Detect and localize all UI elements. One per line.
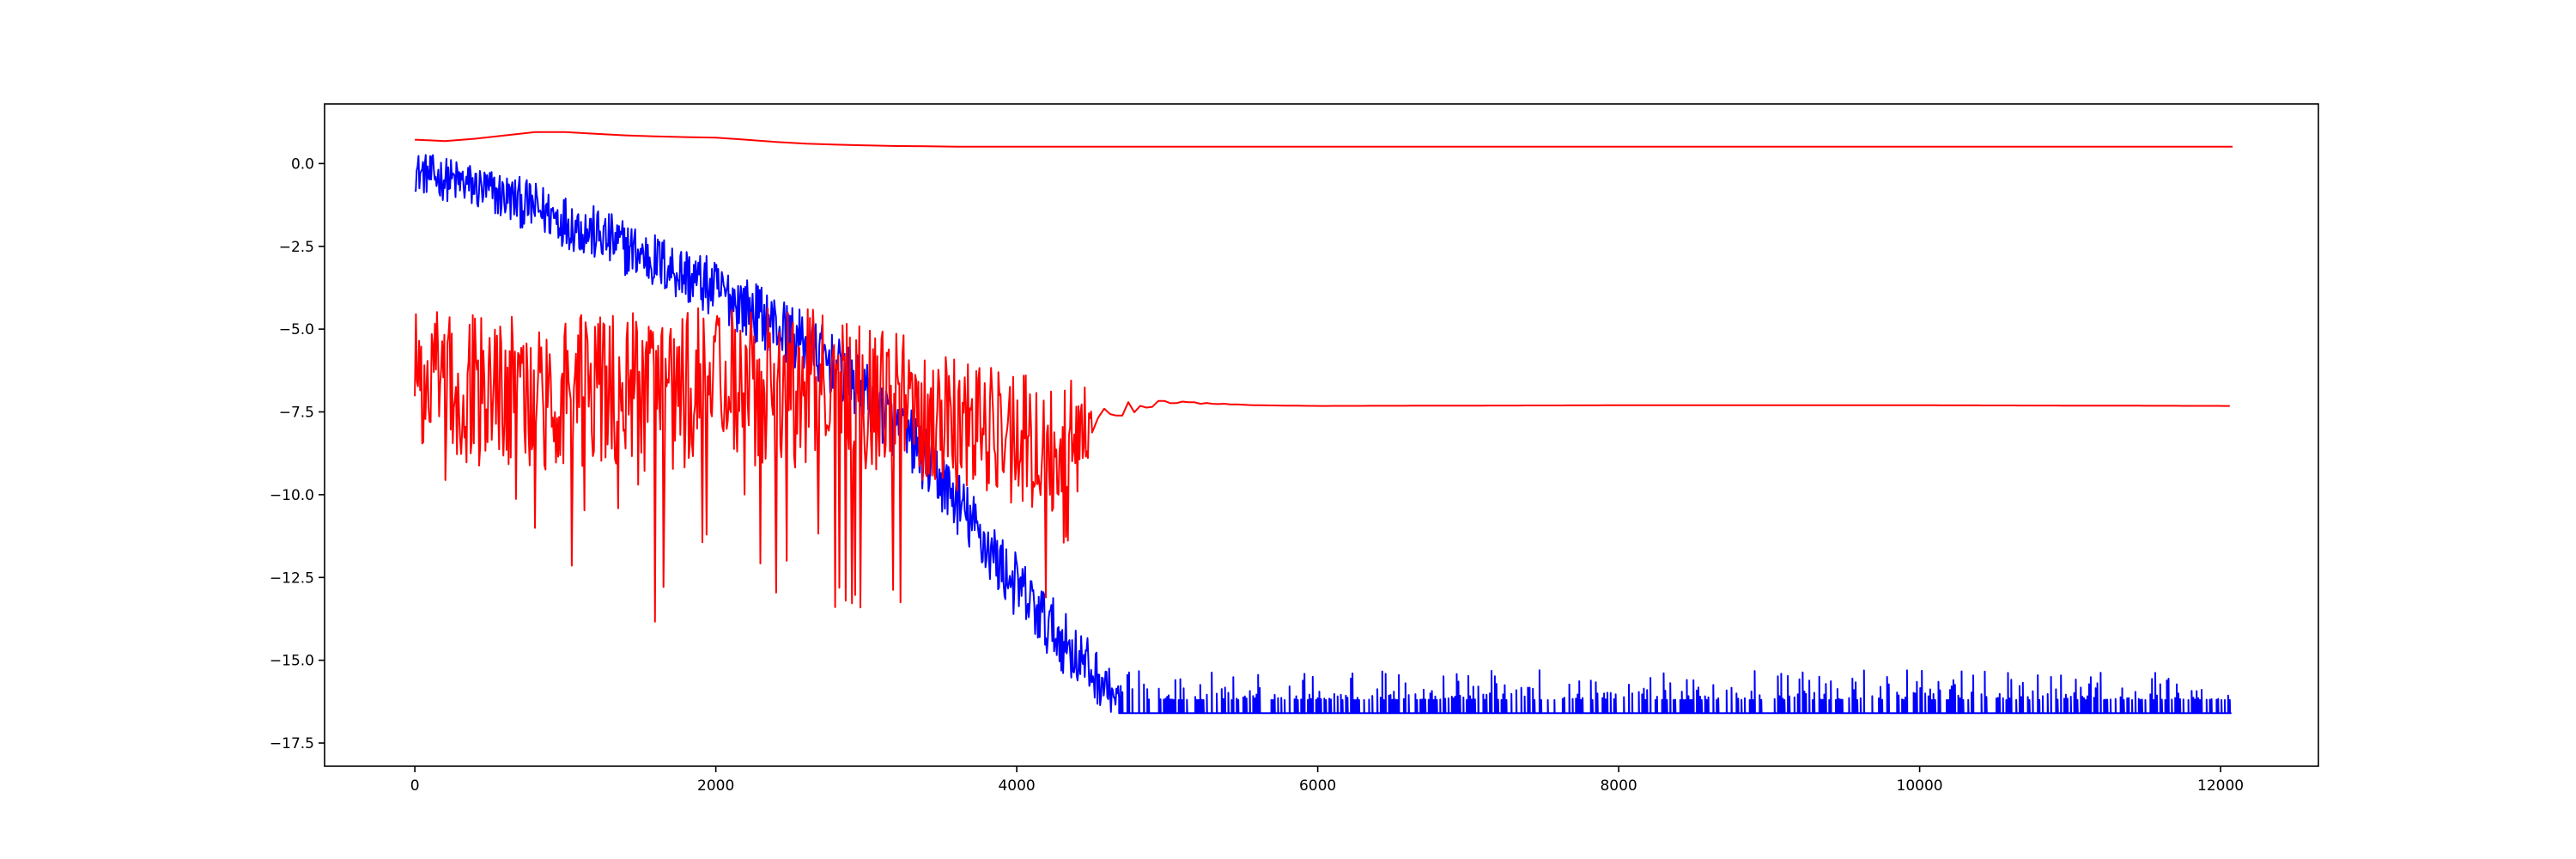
series-line-2	[414, 154, 2232, 715]
series-layer	[414, 131, 2233, 715]
x-tick-label: 10000	[1897, 777, 1943, 795]
y-tick-label: −5.0	[279, 321, 314, 338]
y-tick-label: −17.5	[270, 735, 314, 752]
series-line-3	[414, 307, 2230, 623]
y-tick-label: −10.0	[270, 487, 314, 504]
x-tick-label: 12000	[2197, 777, 2244, 795]
x-axis-ticks: 0 2000 4000 6000 8000 10000 12000	[410, 766, 2244, 795]
y-tick-label: −12.5	[270, 570, 314, 587]
x-tick-label: 2000	[697, 777, 734, 795]
x-tick-label: 0	[410, 777, 420, 795]
series-line-1	[415, 131, 2233, 148]
x-tick-label: 8000	[1600, 777, 1637, 795]
y-tick-label: −2.5	[279, 239, 314, 256]
y-axis-ticks: 0.0 −2.5 −5.0 −7.5 −10.0 −12.5 −15.0 −17.5	[270, 155, 325, 752]
y-tick-label: 0.0	[291, 155, 314, 173]
y-tick-label: −7.5	[279, 405, 314, 422]
y-tick-label: −15.0	[270, 653, 314, 670]
x-tick-label: 4000	[998, 777, 1035, 795]
axes-frame	[324, 103, 2319, 767]
x-tick-label: 6000	[1299, 777, 1336, 795]
